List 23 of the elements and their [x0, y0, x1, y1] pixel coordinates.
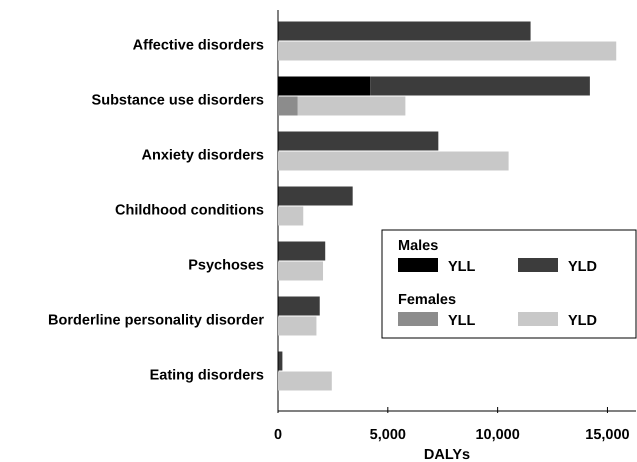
legend-title: Males	[398, 238, 438, 254]
y-tick-label: Substance use disorders	[92, 92, 264, 108]
x-tick-label: 15,000	[585, 427, 630, 443]
y-tick-label: Affective disorders	[132, 38, 264, 54]
bar	[278, 352, 282, 370]
bar	[278, 186, 353, 206]
legend-label: YLD	[568, 313, 597, 329]
x-axis-title: DALYs	[424, 447, 470, 462]
x-tick-label: 0	[274, 427, 282, 443]
y-tick-label: Childhood conditions	[114, 202, 264, 218]
legend-label: YLL	[448, 313, 476, 329]
y-tick-label: Anxiety disorders	[142, 148, 264, 164]
y-tick-label: Eating disorders	[150, 368, 264, 384]
legend-title: Females	[398, 292, 456, 308]
y-tick-label: Borderline personality disorder	[48, 312, 264, 328]
bar	[278, 96, 298, 116]
bar	[370, 76, 590, 96]
x-tick-label: 10,000	[475, 427, 520, 443]
bar	[278, 372, 332, 390]
legend-label: YLD	[568, 259, 597, 275]
x-tick-label: 5,000	[370, 427, 406, 443]
y-tick-label: Psychoses	[188, 258, 264, 274]
legend-label: YLL	[448, 259, 476, 275]
